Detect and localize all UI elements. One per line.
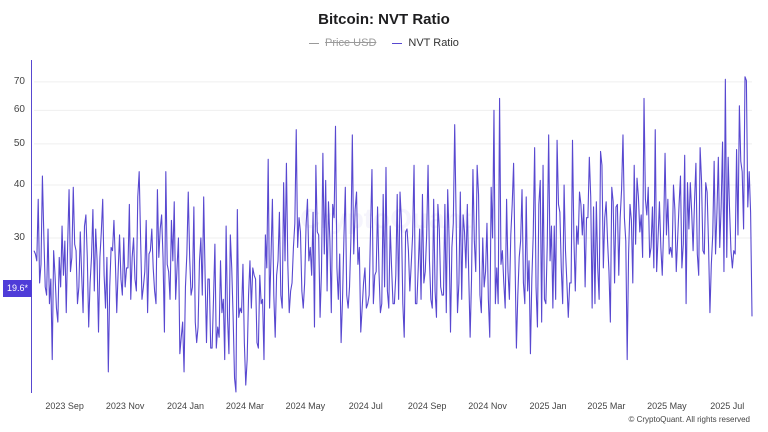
y-tick-label: 60 (13, 104, 25, 116)
y-tick-label: 40 (13, 178, 25, 190)
current-value-badge: 19.6* (3, 280, 32, 297)
x-tick-label: 2024 Mar (225, 401, 264, 411)
x-tick-label: 2023 Nov (105, 401, 145, 411)
series-line-nvt-ratio (33, 76, 753, 393)
y-tick-label: 30 (13, 231, 25, 243)
legend-swatch-price-usd (309, 42, 320, 44)
x-tick-label: 2024 Jul (348, 401, 383, 411)
legend-swatch-nvt-ratio (392, 42, 403, 44)
copyright-text: © CryptoQuant. All rights reserved (628, 415, 751, 424)
x-tick-label: 2025 Mar (587, 401, 626, 411)
chart-title: Bitcoin: NVT Ratio (318, 11, 450, 28)
legend-item-nvt-ratio[interactable]: NVT Ratio (392, 37, 459, 49)
y-tick-label: 70 (13, 75, 25, 87)
y-tick-label: 50 (13, 137, 25, 149)
x-tick-label: 2024 Sep (407, 401, 447, 411)
x-tick-label: 2025 Jul (710, 401, 745, 411)
x-tick-label: 2024 Nov (468, 401, 507, 411)
legend-label-price-usd: Price USD (325, 37, 377, 49)
x-tick-label: 2023 Sep (45, 401, 84, 411)
x-tick-label: 2025 Jan (529, 401, 567, 411)
x-tick-label: 2024 Jan (166, 401, 205, 411)
y-axis-line (31, 60, 32, 393)
x-tick-label: 2024 May (285, 401, 326, 411)
x-tick-label: 2025 May (647, 401, 687, 411)
legend-item-price-usd[interactable]: Price USD (309, 37, 376, 49)
legend-label-nvt-ratio: NVT Ratio (408, 37, 459, 49)
legend: Price USD NVT Ratio (0, 37, 768, 49)
